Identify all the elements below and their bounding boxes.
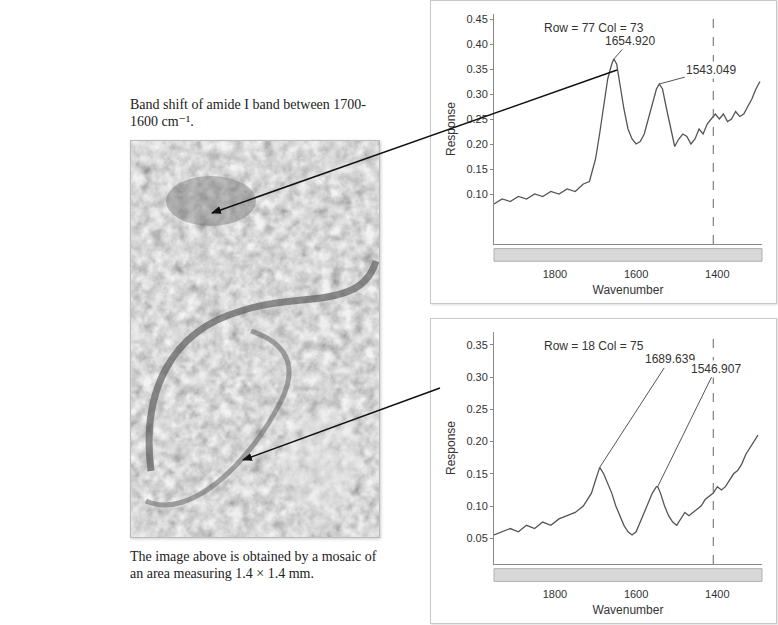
svg-text:0.30: 0.30 bbox=[466, 88, 487, 100]
svg-text:1600: 1600 bbox=[624, 268, 648, 280]
svg-text:1800: 1800 bbox=[543, 268, 567, 280]
svg-text:Response: Response bbox=[444, 421, 458, 475]
html-text:Band shift of amide I band bet: Band shift of amide I band between 1700-… bbox=[130, 97, 366, 129]
svg-text:0.05: 0.05 bbox=[466, 532, 487, 544]
html-text:The image above is obtained by: The image above is obtained by a mosaic … bbox=[130, 549, 377, 581]
svg-text:0.35: 0.35 bbox=[466, 339, 487, 351]
svg-text:0.15: 0.15 bbox=[466, 468, 487, 480]
svg-text:Wavenumber: Wavenumber bbox=[593, 283, 664, 297]
svg-text:0.30: 0.30 bbox=[466, 371, 487, 383]
svg-text:1543.049: 1543.049 bbox=[686, 63, 736, 77]
svg-text:0.15: 0.15 bbox=[466, 163, 487, 175]
svg-text:0.10: 0.10 bbox=[466, 188, 487, 200]
svg-text:0.25: 0.25 bbox=[466, 403, 487, 415]
svg-text:Row = 18 Col = 75: Row = 18 Col = 75 bbox=[544, 339, 644, 353]
svg-text:Row = 77 Col = 73: Row = 77 Col = 73 bbox=[544, 21, 644, 35]
svg-text:0.25: 0.25 bbox=[466, 113, 487, 125]
svg-text:1800: 1800 bbox=[543, 588, 567, 600]
svg-text:Wavenumber: Wavenumber bbox=[593, 603, 664, 617]
svg-text:0.35: 0.35 bbox=[466, 63, 487, 75]
svg-text:0.45: 0.45 bbox=[466, 13, 487, 25]
svg-text:1689.639: 1689.639 bbox=[645, 352, 695, 366]
svg-text:0.40: 0.40 bbox=[466, 38, 487, 50]
svg-text:1654.920: 1654.920 bbox=[605, 34, 655, 48]
svg-text:0.20: 0.20 bbox=[466, 138, 487, 150]
svg-text:1600: 1600 bbox=[624, 588, 648, 600]
svg-text:1400: 1400 bbox=[705, 268, 729, 280]
svg-text:0.10: 0.10 bbox=[466, 500, 487, 512]
svg-text:1400: 1400 bbox=[705, 588, 729, 600]
svg-text:Response: Response bbox=[444, 102, 458, 156]
svg-text:0.20: 0.20 bbox=[466, 435, 487, 447]
svg-text:1546.907: 1546.907 bbox=[691, 362, 741, 376]
